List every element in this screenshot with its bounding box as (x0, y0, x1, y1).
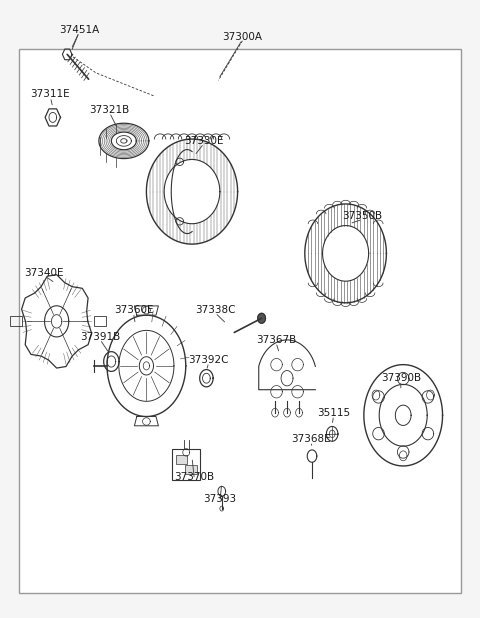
Bar (10, 316, 22, 326)
Text: 37321B: 37321B (89, 105, 130, 115)
Text: 37370B: 37370B (174, 472, 215, 482)
Bar (176, 455, 187, 464)
Text: 37311E: 37311E (31, 89, 70, 99)
Text: 37338C: 37338C (195, 305, 235, 315)
Text: 37368E: 37368E (291, 434, 331, 444)
Text: 37350B: 37350B (342, 211, 383, 221)
Text: 37360E: 37360E (114, 305, 153, 315)
Polygon shape (258, 313, 265, 323)
Text: 37390B: 37390B (381, 373, 421, 383)
Text: 37367B: 37367B (256, 335, 296, 345)
Text: 37393: 37393 (203, 494, 237, 504)
Bar (185, 465, 197, 474)
Text: 37392C: 37392C (189, 355, 229, 365)
Text: 37330E: 37330E (184, 136, 224, 146)
Bar (19, 49, 461, 593)
Text: 37340E: 37340E (24, 268, 64, 278)
Bar (172, 449, 200, 480)
Bar (94, 316, 106, 326)
Text: 37300A: 37300A (222, 32, 263, 42)
Text: 35115: 35115 (317, 408, 350, 418)
Text: 37391B: 37391B (80, 332, 120, 342)
Text: 37451A: 37451A (59, 25, 99, 35)
